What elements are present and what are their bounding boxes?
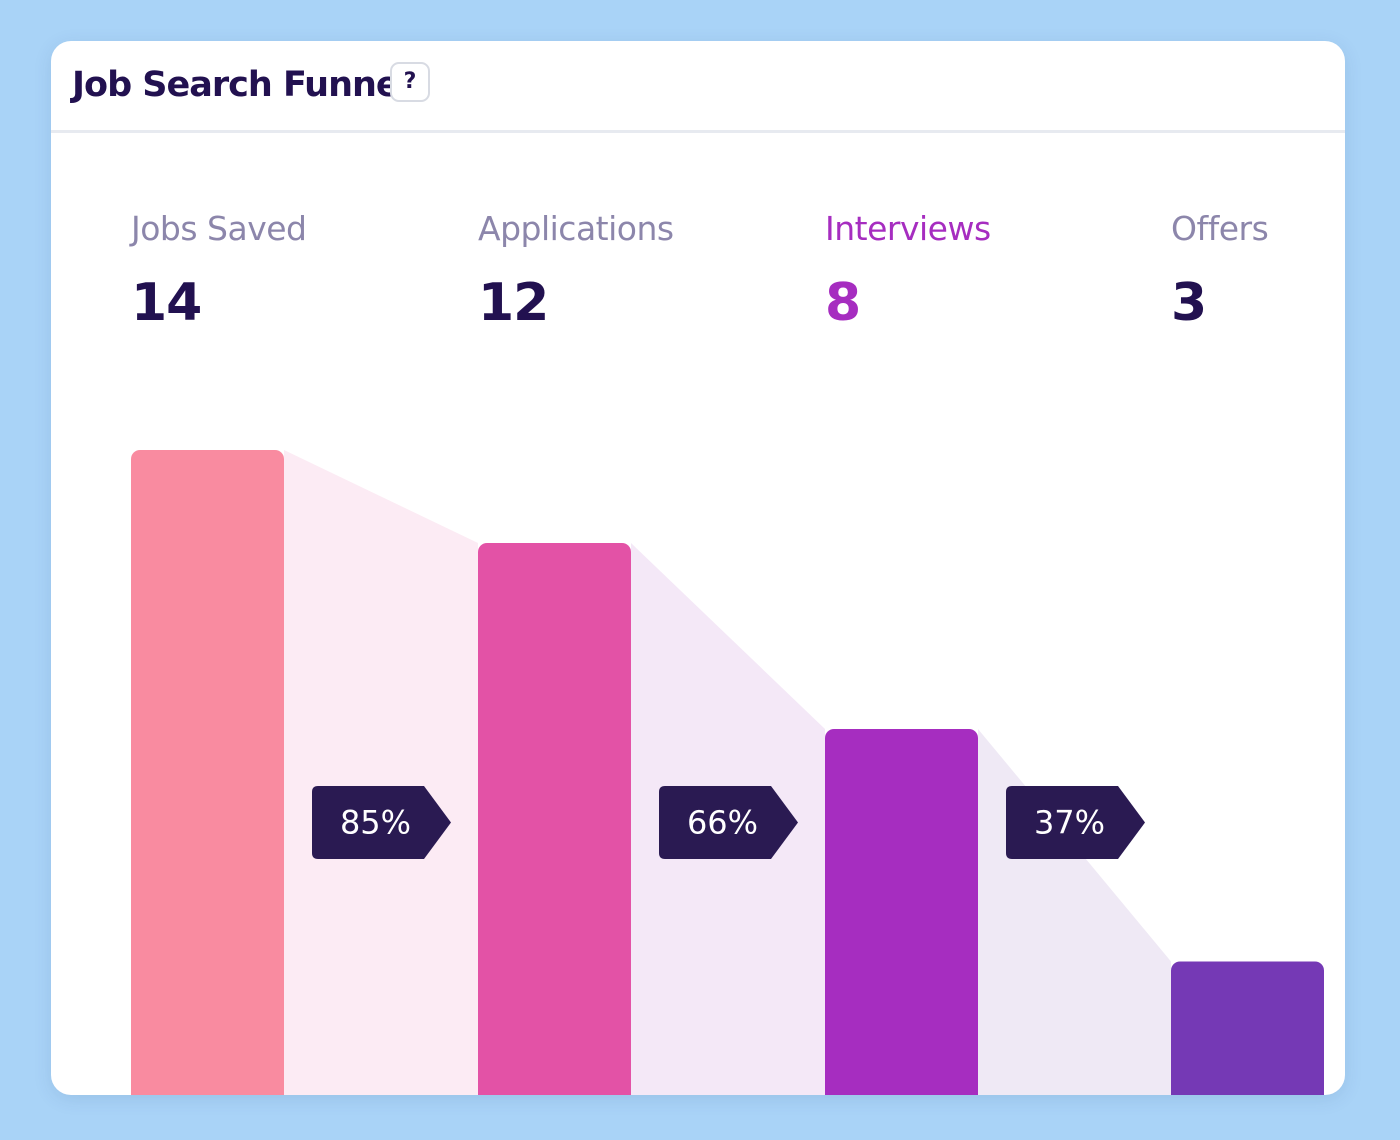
funnel-bar — [478, 543, 631, 1095]
stage-interviews: Interviews 8 — [825, 209, 1125, 333]
stage-value: 3 — [1171, 273, 1207, 333]
help-button[interactable]: ? — [390, 62, 430, 102]
conversion-rate-label: 85% — [340, 804, 411, 842]
funnel-bar — [825, 729, 978, 1095]
card-header: Job Search Funnel ? — [51, 41, 1345, 133]
conversion-badge — [1006, 786, 1145, 859]
conversion-rate-label: 37% — [1034, 804, 1105, 842]
stage-label: Interviews — [825, 209, 991, 248]
funnel-chart: 85% 66% 37% — [131, 450, 1324, 1095]
stage-value: 8 — [825, 273, 861, 333]
stage-jobs-saved: Jobs Saved 14 — [131, 209, 431, 333]
funnel-bar — [1171, 961, 1324, 1095]
stage-label: Offers — [1171, 209, 1269, 248]
conversion-badge — [312, 786, 451, 859]
stage-label: Applications — [478, 209, 674, 248]
stage-value: 14 — [131, 273, 202, 333]
card-title: Job Search Funnel — [72, 65, 411, 105]
stage-applications: Applications 12 — [478, 209, 778, 333]
funnel-bar — [131, 450, 284, 1095]
conversion-badge — [659, 786, 798, 859]
funnel-card: Job Search Funnel ? 85% 66% 37% Jobs Saved… — [51, 41, 1345, 1095]
conversion-rate-label: 66% — [687, 804, 758, 842]
funnel-band — [978, 729, 1171, 1095]
stage-value: 12 — [478, 273, 549, 333]
funnel-band — [284, 450, 478, 1095]
stage-label: Jobs Saved — [131, 209, 307, 248]
stage-offers: Offers 3 — [1171, 209, 1345, 333]
